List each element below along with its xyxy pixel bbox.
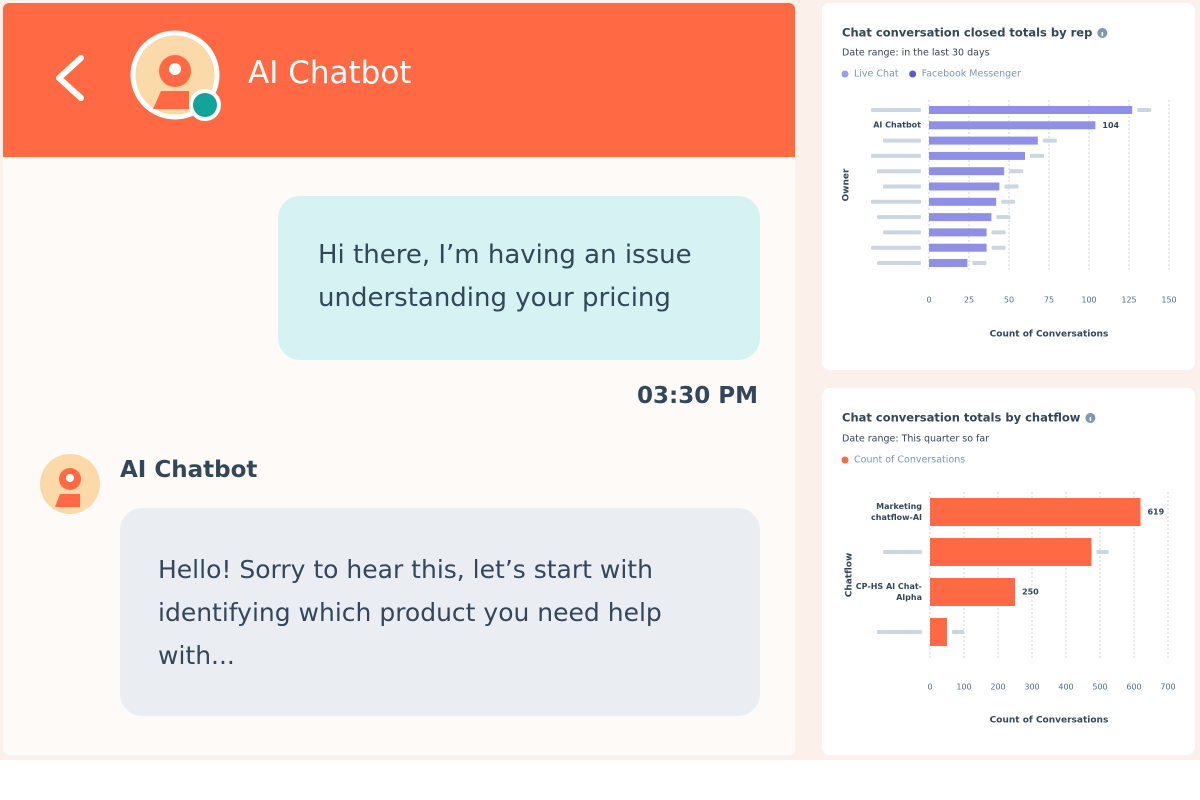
message-time: 03:30 PM (637, 383, 758, 409)
label-placeholder (883, 550, 922, 554)
x-tick-label: 600 (1126, 683, 1141, 692)
y-axis-label: Chatflow (845, 553, 855, 598)
value-placeholder (1004, 184, 1019, 189)
x-tick-label: 50 (1004, 296, 1014, 305)
bar (929, 213, 992, 222)
value-placeholder (1001, 199, 1016, 204)
x-tick-label: 200 (990, 683, 1005, 692)
bar (929, 182, 1000, 191)
value-placeholder (952, 630, 964, 634)
chart-title: Chat conversation closed totals by rep (842, 26, 1092, 40)
legend-label: Live Chat (854, 69, 899, 80)
x-tick-label: 500 (1092, 683, 1107, 692)
bar (929, 106, 1133, 114)
value-label: 250 (1022, 588, 1039, 597)
chart-subtitle: Date range: in the last 30 days (842, 48, 990, 59)
bar (930, 538, 1092, 566)
value-placeholder (991, 245, 1006, 250)
bar (929, 243, 987, 252)
label-placeholder (883, 184, 921, 189)
avatar-body (153, 91, 189, 109)
legend-swatch (909, 70, 917, 78)
legend-label: Count of Conversations (854, 455, 965, 466)
bar (929, 167, 1005, 176)
bot-avatar-body (55, 494, 80, 507)
x-axis-label: Count of Conversations (990, 716, 1109, 726)
user-message: Hi there, I’m having an issue understand… (278, 196, 760, 360)
avatar-eye (169, 63, 181, 75)
x-tick-label: 25 (964, 296, 974, 305)
x-tick-label: 125 (1121, 296, 1136, 305)
value-placeholder (991, 230, 1006, 235)
chat-header: AI Chatbot (3, 3, 795, 157)
label-placeholder (883, 230, 921, 235)
x-tick-label: 100 (1081, 296, 1096, 305)
bar (929, 151, 1025, 160)
status-dot (189, 89, 221, 121)
chart-subtitle: Date range: This quarter so far (842, 434, 989, 445)
value-placeholder (1137, 108, 1152, 112)
label-placeholder (877, 169, 921, 174)
label-placeholder (877, 215, 921, 220)
bot-message: Hello! Sorry to hear this, let’s start w… (120, 508, 760, 716)
value-placeholder (1042, 138, 1057, 143)
bar (929, 228, 987, 237)
value-label: 104 (1102, 121, 1119, 130)
bar (929, 259, 968, 267)
x-tick-label: 700 (1160, 683, 1175, 692)
legend-swatch (841, 456, 849, 464)
chat-window: AI Chatbot Hi there, I’m having an issue… (3, 3, 795, 755)
header-graphics (56, 30, 221, 121)
bot-avatar-eye (66, 474, 74, 482)
legend-label: Facebook Messenger (922, 69, 1021, 80)
x-tick-label: 0 (926, 296, 931, 305)
value-placeholder (972, 261, 987, 265)
label-placeholder (871, 153, 921, 158)
bot-avatar (40, 454, 100, 514)
value-label: 619 (1147, 508, 1164, 517)
category-label: AI Chatbot (873, 120, 921, 130)
bar (930, 618, 947, 646)
label-placeholder (883, 138, 921, 143)
x-tick-label: 100 (956, 683, 971, 692)
category-label: CP-HS AI Chat-Alpha (855, 582, 922, 602)
bar (929, 136, 1038, 145)
bot-name: AI Chatbot (120, 457, 258, 483)
label-placeholder (877, 630, 922, 634)
back-button[interactable] (56, 55, 84, 101)
chart: Chat conversation closed totals by rep Da… (841, 26, 1177, 340)
y-axis-label: Owner (842, 168, 852, 201)
value-placeholder (1096, 550, 1109, 554)
value-placeholder (996, 215, 1011, 220)
chart-card: Chat conversation totals by chatflow Date… (822, 388, 1195, 755)
x-axis-label: Count of Conversations (990, 330, 1109, 340)
label-placeholder (871, 108, 921, 112)
value-placeholder (1009, 169, 1024, 174)
x-tick-label: 0 (927, 683, 932, 692)
bar (929, 197, 997, 206)
x-tick-label: 400 (1058, 683, 1073, 692)
legend-swatch (841, 70, 849, 78)
x-tick-label: 300 (1024, 683, 1039, 692)
label-placeholder (871, 199, 921, 204)
bar (930, 498, 1141, 526)
label-placeholder (877, 261, 921, 265)
chat-title: AI Chatbot (248, 55, 412, 91)
label-placeholder (871, 245, 921, 250)
category-label: Marketing chatflow-AI (871, 502, 922, 522)
bar (929, 121, 1096, 130)
x-tick-label: 150 (1161, 296, 1176, 305)
x-tick-label: 75 (1044, 296, 1054, 305)
value-placeholder (1030, 153, 1044, 158)
bar (930, 578, 1015, 606)
chart-card: Chat conversation closed totals by rep Da… (822, 3, 1195, 370)
chart-title: Chat conversation totals by chatflow (842, 411, 1081, 425)
chart: Chat conversation totals by chatflow Date… (841, 411, 1176, 726)
